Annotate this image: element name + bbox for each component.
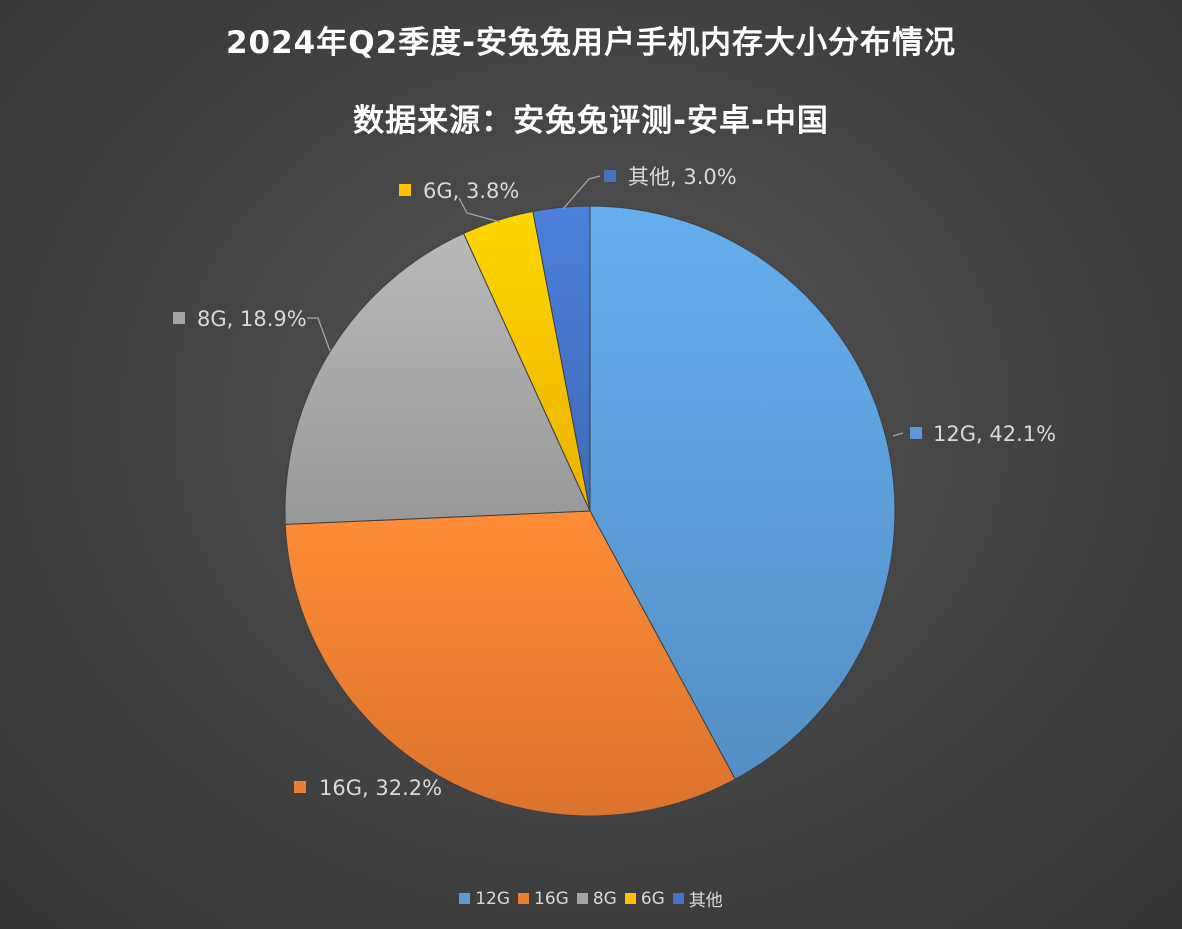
pie-slice-其他 [532,205,591,512]
leader-line-8G [307,317,331,352]
legend-item-16G: 16G [518,889,569,909]
data-label-其他: 其他, 3.0% [628,165,737,189]
leader-line-6G [458,197,501,223]
data-label-12G: 12G, 42.1% [933,422,1056,446]
legend-label: 12G [475,888,510,909]
leader-line-其他 [562,175,601,210]
data-label-16G: 16G, 32.2% [319,776,442,800]
data-label-8G: 8G, 18.9% [197,307,307,331]
legend-label: 8G [592,888,617,909]
data-label-swatch-其他 [604,170,616,182]
chart-subtitle: 数据来源：安兔兔评测-安卓-中国 [353,103,829,139]
legend-label: 其他 [688,891,723,911]
data-label-6G: 6G, 3.8% [423,179,519,203]
legend-swatch [576,893,588,904]
pie-slice-12G [589,205,896,780]
legend-label: 16G [534,888,569,909]
pie-slice-16G [284,510,736,817]
chart-title: 2024年Q2季度-安兔兔用户手机内存大小分布情况 [225,25,957,61]
leader-line-12G [892,432,904,437]
legend-item-其他: 其他 [672,886,723,911]
legend-swatch [624,893,636,904]
data-label-swatch-6G [399,184,411,196]
legend-swatch [459,893,471,904]
legend-item-8G: 8G [576,888,617,909]
data-label-swatch-8G [173,312,185,324]
legend: 12G 16G 8G 6G 其他 [0,886,1182,911]
legend-swatch [672,893,684,904]
pie-slice-8G [284,232,591,525]
legend-swatch [518,893,529,904]
data-label-swatch-12G [910,427,922,439]
legend-item-6G: 6G [624,888,665,909]
data-label-swatch-16G [294,781,306,793]
legend-item-12G: 12G [459,889,510,909]
legend-label: 6G [640,888,665,909]
